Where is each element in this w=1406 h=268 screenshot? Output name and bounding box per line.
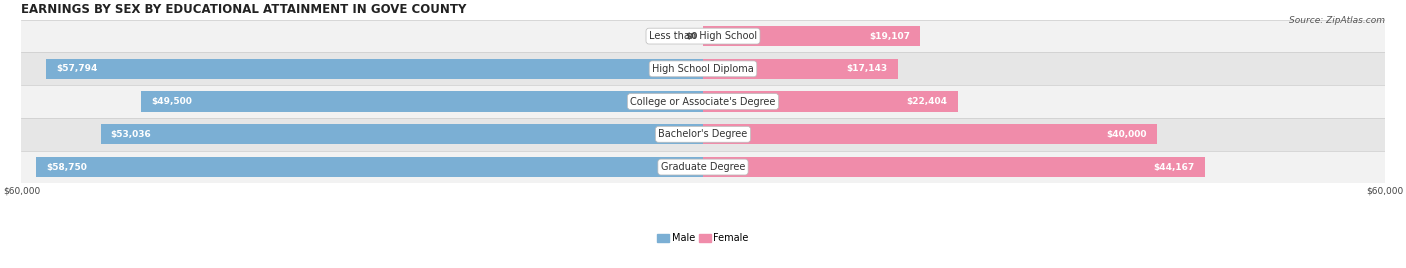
Text: Source: ZipAtlas.com: Source: ZipAtlas.com xyxy=(1289,16,1385,25)
Bar xyxy=(100,124,703,144)
Bar xyxy=(703,157,1205,177)
Bar xyxy=(21,53,1385,85)
Bar xyxy=(21,85,1385,118)
Text: $19,107: $19,107 xyxy=(869,32,910,40)
Text: High School Diploma: High School Diploma xyxy=(652,64,754,74)
Text: $0: $0 xyxy=(685,32,697,40)
Text: $17,143: $17,143 xyxy=(846,64,887,73)
Legend: Male, Female: Male, Female xyxy=(654,229,752,247)
Text: $40,000: $40,000 xyxy=(1107,130,1147,139)
Bar xyxy=(703,26,920,46)
Bar xyxy=(21,118,1385,151)
Text: $53,036: $53,036 xyxy=(111,130,152,139)
Bar xyxy=(21,20,1385,53)
Text: Less than High School: Less than High School xyxy=(650,31,756,41)
Text: Bachelor's Degree: Bachelor's Degree xyxy=(658,129,748,139)
Text: $49,500: $49,500 xyxy=(150,97,191,106)
Text: Graduate Degree: Graduate Degree xyxy=(661,162,745,172)
Bar xyxy=(21,151,1385,183)
Text: $44,167: $44,167 xyxy=(1153,163,1195,172)
Bar xyxy=(141,91,703,112)
Bar xyxy=(46,59,703,79)
Bar xyxy=(703,124,1157,144)
Bar xyxy=(703,59,898,79)
Text: $22,404: $22,404 xyxy=(907,97,948,106)
Bar xyxy=(35,157,703,177)
Text: EARNINGS BY SEX BY EDUCATIONAL ATTAINMENT IN GOVE COUNTY: EARNINGS BY SEX BY EDUCATIONAL ATTAINMEN… xyxy=(21,3,467,16)
Text: $57,794: $57,794 xyxy=(56,64,98,73)
Text: $58,750: $58,750 xyxy=(46,163,87,172)
Bar xyxy=(703,91,957,112)
Text: College or Associate's Degree: College or Associate's Degree xyxy=(630,96,776,107)
